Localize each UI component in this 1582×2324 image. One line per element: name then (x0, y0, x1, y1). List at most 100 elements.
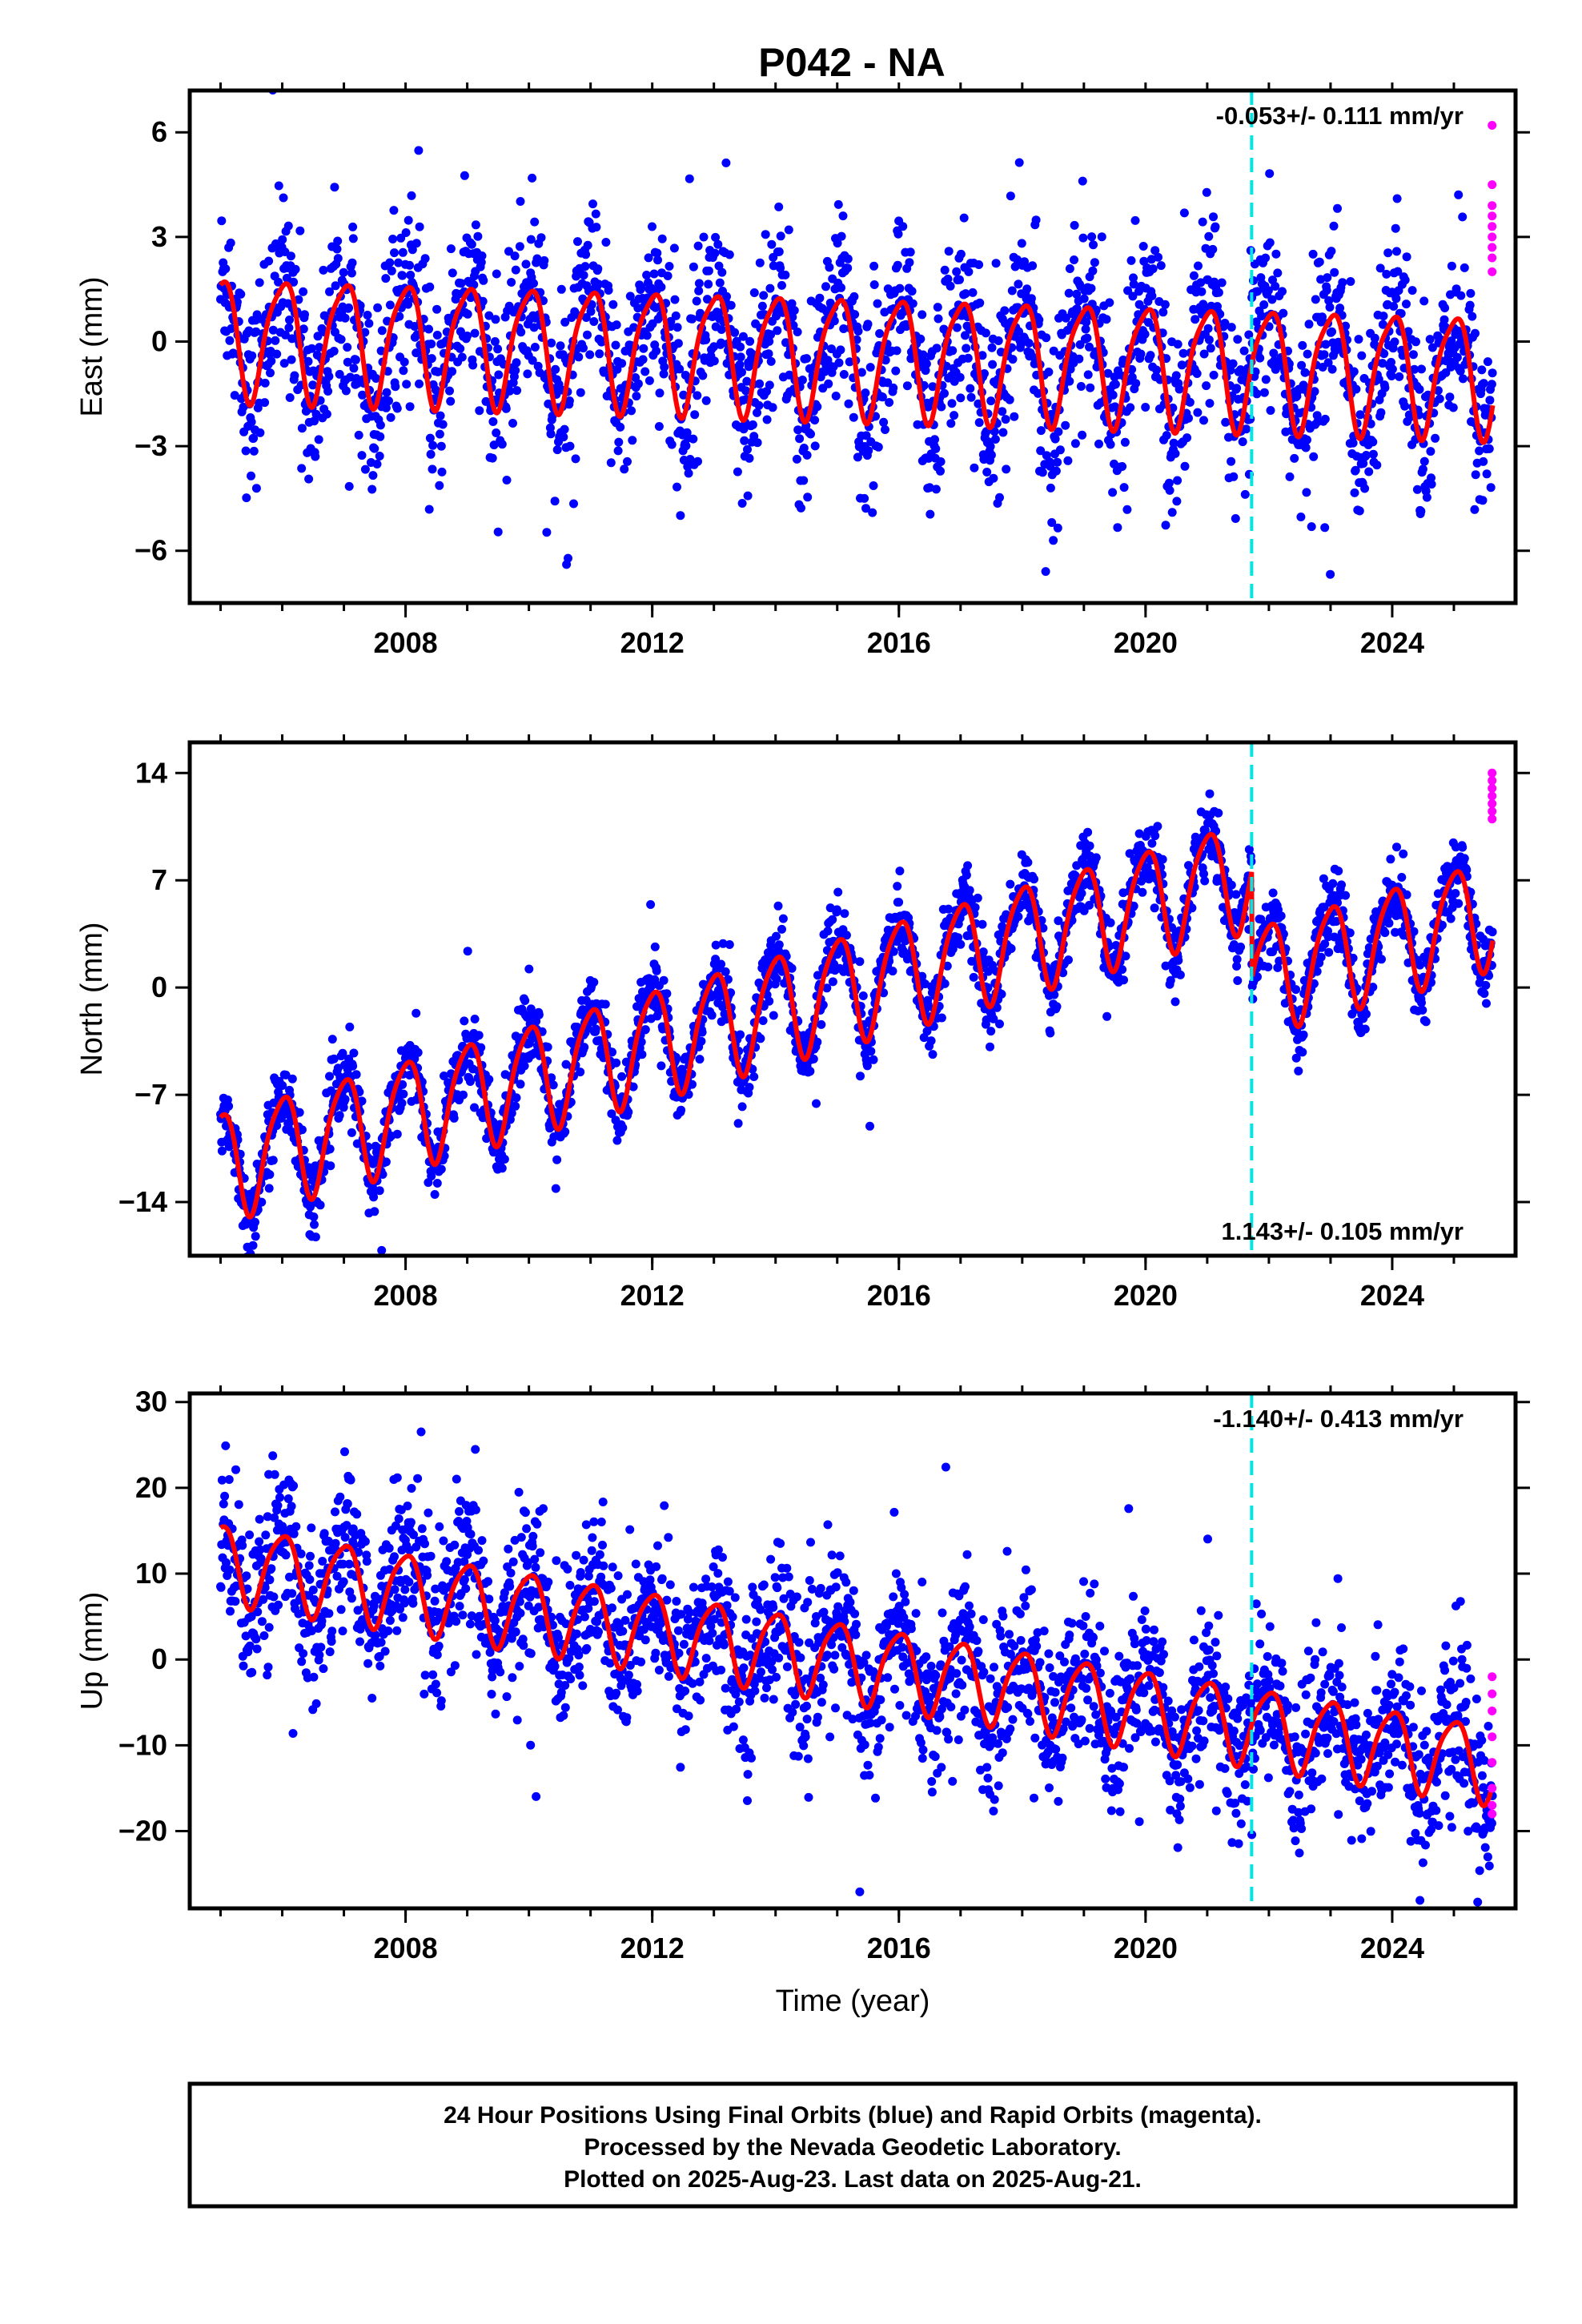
data-point (1121, 951, 1130, 961)
data-point (806, 429, 815, 439)
data-point (386, 412, 396, 422)
data-point (1031, 215, 1041, 225)
data-point (516, 328, 526, 337)
data-point (1290, 453, 1299, 463)
data-point (1023, 858, 1033, 867)
data-point (803, 493, 813, 502)
data-point (1072, 861, 1082, 870)
data-point (1001, 415, 1010, 424)
data-point (1402, 300, 1411, 309)
data-point (588, 199, 597, 209)
data-point (548, 1080, 558, 1090)
data-point (268, 325, 278, 335)
data-point (855, 957, 865, 967)
data-point (761, 230, 770, 239)
data-point (595, 349, 604, 359)
data-point (986, 1042, 994, 1051)
data-point (950, 939, 959, 949)
data-point (377, 326, 387, 336)
data-point (1273, 268, 1283, 278)
y-tick-label: 3 (151, 220, 167, 253)
data-point (810, 441, 820, 451)
data-point (511, 265, 520, 275)
data-point (1324, 296, 1334, 305)
data-point (1327, 364, 1337, 374)
data-point (1400, 401, 1410, 411)
data-point (1471, 328, 1480, 338)
data-point (766, 356, 776, 366)
data-point (586, 307, 596, 316)
data-point (673, 339, 683, 348)
data-point (274, 277, 283, 287)
data-point (831, 392, 841, 400)
data-point (357, 451, 367, 460)
data-point (1231, 890, 1241, 899)
data-point (797, 503, 805, 513)
data-point (1320, 414, 1330, 424)
data-point (856, 1072, 865, 1081)
data-point (477, 251, 487, 260)
data-point (1211, 222, 1220, 231)
data-point (493, 344, 503, 354)
data-point (726, 300, 736, 310)
data-point (1178, 348, 1188, 358)
data-point (1061, 420, 1070, 430)
data-point (1393, 267, 1403, 276)
data-point (1259, 300, 1269, 309)
data-point (1470, 505, 1480, 514)
data-point (589, 317, 599, 326)
data-point (849, 412, 858, 422)
data-point (736, 342, 745, 352)
data-point (740, 436, 749, 445)
data-point (1049, 536, 1058, 545)
data-point (1447, 336, 1456, 346)
data-point (1182, 433, 1192, 443)
data-point (1334, 866, 1343, 876)
data-point (624, 1108, 633, 1117)
data-point (1094, 439, 1103, 448)
data-point (1238, 437, 1247, 447)
data-point (693, 241, 703, 251)
data-point (1123, 286, 1133, 296)
data-point (1034, 315, 1044, 324)
data-point (581, 313, 591, 322)
data-point (1122, 505, 1132, 514)
data-point (636, 1037, 646, 1047)
data-point (1402, 252, 1411, 262)
y-tick-label: 0 (151, 324, 167, 357)
data-point (415, 222, 424, 231)
data-point (1399, 849, 1408, 858)
data-point (735, 360, 745, 369)
data-point (1170, 448, 1180, 458)
data-point (759, 291, 769, 300)
data-point (585, 350, 595, 360)
data-point (332, 666, 341, 675)
data-point (1425, 335, 1435, 344)
data-point (736, 1030, 745, 1039)
data-point (381, 1157, 391, 1167)
data-point (1177, 360, 1186, 370)
data-point (1217, 278, 1227, 287)
data-point (371, 374, 381, 383)
data-point (1200, 876, 1210, 886)
data-point (1487, 380, 1496, 389)
data-point (510, 251, 520, 261)
data-point (1259, 388, 1269, 397)
data-point (583, 240, 592, 250)
data-point (1403, 327, 1413, 336)
data-point (1054, 916, 1063, 926)
data-point (982, 1015, 991, 1024)
data-point (351, 1070, 361, 1080)
data-point (1439, 315, 1449, 324)
data-point (1051, 466, 1061, 476)
data-point (795, 434, 805, 444)
data-point (743, 444, 752, 454)
data-point (1416, 506, 1426, 516)
data-point (774, 940, 784, 950)
data-point (399, 366, 408, 376)
data-point (1086, 283, 1096, 293)
data-point (765, 336, 774, 346)
y-axis-label: East (mm) (75, 276, 109, 416)
data-point (410, 322, 420, 331)
data-point (843, 263, 853, 273)
